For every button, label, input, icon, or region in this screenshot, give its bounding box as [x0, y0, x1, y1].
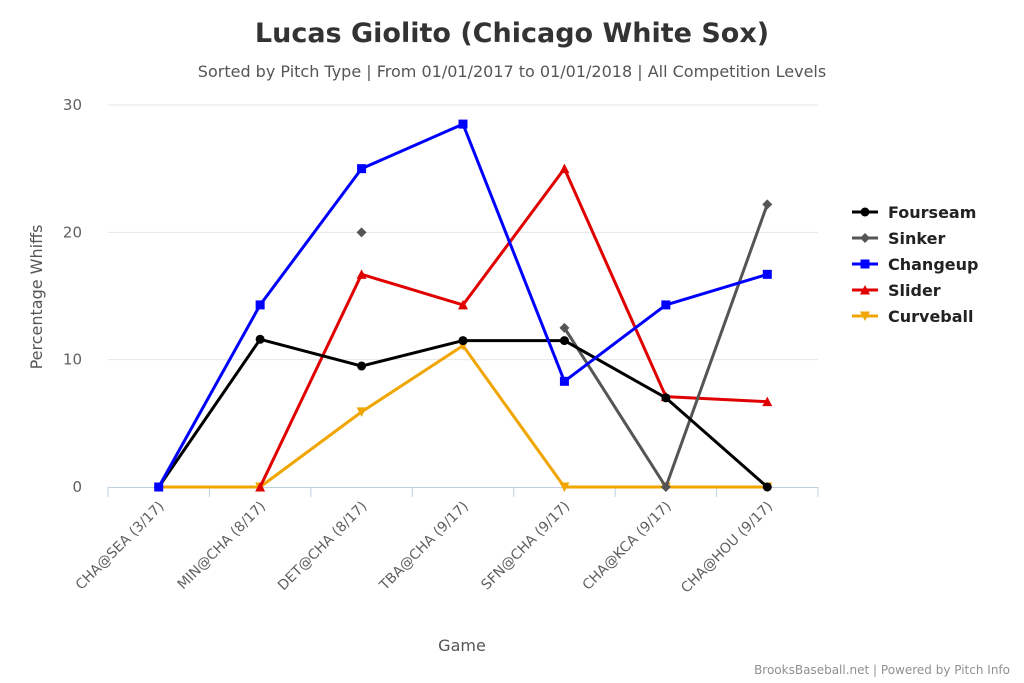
gridlines: [108, 104, 818, 361]
chart-title: Lucas Giolito (Chicago White Sox): [255, 18, 769, 49]
x-axis-ticks: CHA@SEA (3/17) MIN@CHA (8/17) DET@CHA (8/1…: [73, 499, 776, 597]
data-point[interactable]: [255, 300, 265, 310]
x-tick-label: CHA@HOU (9/17): [678, 499, 776, 597]
data-point[interactable]: [357, 164, 367, 174]
series-slider: [255, 163, 773, 492]
x-tick-label: DET@CHA (8/17): [275, 499, 370, 594]
data-point[interactable]: [762, 199, 773, 210]
legend-item-fourseam[interactable]: Fourseam: [852, 203, 976, 222]
legend-label: Fourseam: [888, 203, 976, 222]
data-point[interactable]: [661, 393, 671, 403]
legend-item-sinker[interactable]: Sinker: [852, 229, 945, 248]
legend-label: Sinker: [888, 229, 945, 248]
data-point[interactable]: [255, 482, 266, 492]
data-point[interactable]: [458, 336, 468, 346]
data-point[interactable]: [357, 361, 367, 371]
legend-item-curveball[interactable]: Curveball: [852, 307, 974, 326]
data-point[interactable]: [762, 482, 772, 492]
data-point[interactable]: [356, 269, 367, 279]
legend-marker[interactable]: [860, 311, 870, 322]
x-tick-label: SFN@CHA (9/17): [478, 499, 573, 594]
data-point[interactable]: [356, 227, 367, 238]
series-line: [563, 203, 769, 489]
data-point[interactable]: [458, 299, 468, 310]
data-point[interactable]: [660, 482, 671, 492]
data-point[interactable]: [154, 482, 164, 492]
credit-text: BrooksBaseball.net | Powered by Pitch In…: [754, 663, 1010, 677]
legend-marker[interactable]: [860, 259, 870, 269]
y-tick-label: 10: [63, 351, 82, 369]
x-tick-label: CHA@SEA (3/17): [73, 499, 168, 594]
data-point[interactable]: [559, 163, 570, 174]
series-sinker: [356, 199, 773, 492]
y-tick-label: 20: [63, 223, 82, 241]
series-fourseam: [154, 334, 772, 492]
data-point[interactable]: [559, 376, 569, 386]
series-line: [157, 337, 769, 489]
data-point[interactable]: [559, 482, 570, 493]
y-axis-ticks: 0 10 20 30: [63, 96, 82, 496]
y-tick-label: 30: [63, 96, 82, 114]
data-point[interactable]: [255, 334, 265, 344]
series-curveball: [153, 341, 773, 493]
series-line: [158, 344, 768, 489]
data-point[interactable]: [762, 269, 772, 279]
legend-item-slider[interactable]: Slider: [852, 281, 941, 300]
x-tick-label: MIN@CHA (8/17): [175, 499, 269, 593]
legend-marker[interactable]: [860, 233, 870, 243]
legend-item-changeup[interactable]: Changeup: [852, 255, 978, 274]
legend-marker[interactable]: [860, 285, 870, 295]
legend-label: Changeup: [888, 255, 978, 274]
data-point[interactable]: [661, 300, 671, 310]
data-point[interactable]: [762, 396, 773, 407]
legend-label: Slider: [888, 281, 941, 300]
series-line: [258, 167, 768, 488]
legend-marker[interactable]: [860, 207, 870, 217]
data-point[interactable]: [356, 407, 367, 417]
data-point[interactable]: [559, 336, 569, 346]
legend-label: Curveball: [888, 307, 974, 326]
data-point[interactable]: [559, 322, 570, 333]
series-layer: [153, 119, 773, 493]
x-tick-label: CHA@KCA (9/17): [580, 499, 675, 594]
data-point[interactable]: [458, 119, 468, 129]
x-tick-label: TBA@CHA (9/17): [376, 499, 472, 595]
series-changeup: [154, 119, 772, 492]
y-tick-label: 0: [72, 478, 82, 496]
x-axis-title: Game: [438, 636, 486, 655]
legend[interactable]: Fourseam Sinker Changeup Slider Curveball: [852, 203, 978, 326]
chart-subtitle: Sorted by Pitch Type | From 01/01/2017 t…: [198, 62, 826, 81]
y-axis-title: Percentage Whiffs: [27, 225, 46, 370]
